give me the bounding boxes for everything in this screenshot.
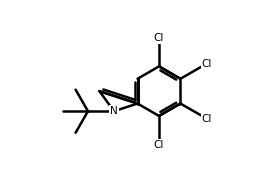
Text: Cl: Cl [202, 114, 212, 124]
Text: Cl: Cl [154, 33, 164, 43]
Text: Cl: Cl [154, 140, 164, 150]
Text: Cl: Cl [202, 59, 212, 69]
Text: N: N [110, 106, 118, 116]
